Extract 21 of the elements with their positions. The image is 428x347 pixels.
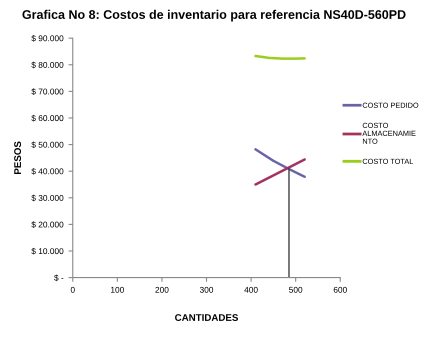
y-tick-label: $ 90.000 (31, 35, 64, 42)
x-tick-label: 300 (200, 286, 214, 293)
x-tick-label: 600 (334, 286, 347, 293)
x-axis-title: CANTIDADES (175, 314, 238, 321)
y-tick-label: $ 50.000 (31, 141, 64, 148)
y-tick-label: $ 70.000 (31, 88, 64, 95)
y-tick-label: $ 30.000 (31, 194, 64, 202)
y-tick-label: $ 10.000 (31, 248, 64, 255)
y-tick-label: $ 60.000 (31, 114, 64, 122)
x-tick-label: 400 (244, 286, 258, 293)
y-tick-label: $ 80.000 (31, 62, 64, 68)
y-tick-label: $ - (54, 274, 64, 282)
chart-title: Grafica No 8: Costos de inventario para referencia NS40D-560PD (22, 10, 406, 22)
y-tick-label: $ 40.000 (31, 168, 64, 175)
x-tick-label: 100 (111, 286, 124, 293)
y-tick-label: $ 20.000 (31, 221, 64, 228)
y-axis-title: PESOS (14, 142, 22, 174)
x-tick-label: 200 (155, 286, 169, 293)
x-tick-label: 500 (289, 286, 302, 293)
x-tick-label: 0 (70, 286, 75, 293)
line-series (254, 148, 306, 178)
